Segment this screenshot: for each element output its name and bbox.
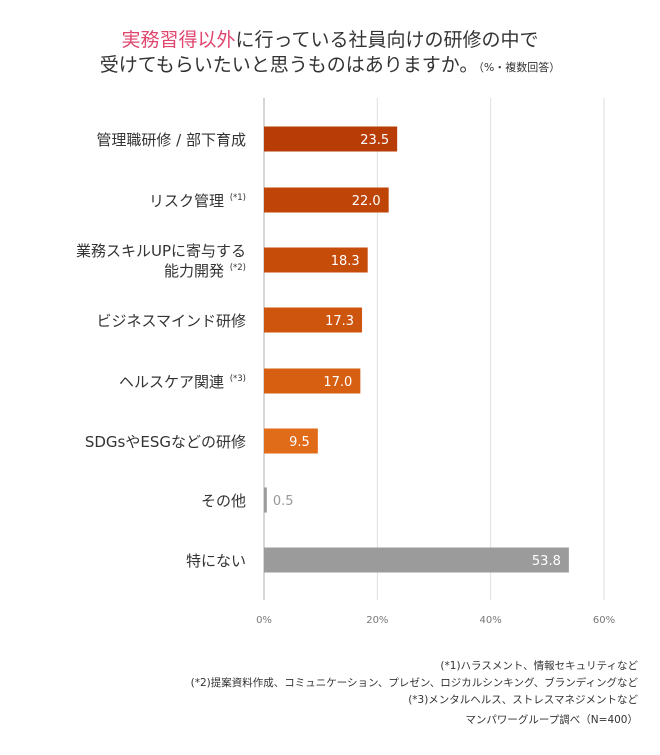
title-line1: に行っている社員向けの研修の中で <box>235 29 539 51</box>
footnotes: (*1)ハラスメント、情報セキュリティなど (*2)提案資料作成、コミュニケーシ… <box>191 658 638 709</box>
bar <box>264 428 318 454</box>
x-tick-label: 60% <box>593 615 615 626</box>
data-label: 22.0 <box>352 194 381 209</box>
bar <box>264 487 267 513</box>
x-tick-label: 40% <box>480 615 502 626</box>
bar <box>264 126 398 152</box>
title-line2: 受けてもらいたいと思うものはありますか。 <box>99 54 479 76</box>
x-tick-label: 20% <box>366 615 388 626</box>
category-label: 業務スキルUPに寄与する <box>76 242 246 260</box>
category-label: その他 <box>201 492 246 510</box>
data-label: 0.5 <box>273 494 294 509</box>
category-label: 特にない <box>186 552 246 570</box>
footnote-1: (*1)ハラスメント、情報セキュリティなど <box>440 660 638 672</box>
data-label: 17.0 <box>323 375 352 390</box>
category-label: 管理職研修 / 部下育成 <box>96 131 246 149</box>
bar-chart: 0% 20% 40% 60% 23.5 管理職研修 / 部下育成 22.0 リスク管理 (*1)… <box>76 98 615 626</box>
category-label: リスク管理 <box>149 192 224 210</box>
data-label: 9.5 <box>289 435 310 450</box>
title-highlight: 実務習得以外 <box>121 29 236 51</box>
category-footnote-mark: (*2) <box>230 263 246 273</box>
category-footnote-mark: (*1) <box>230 193 246 203</box>
bar <box>264 307 363 333</box>
footnote-2: (*2)提案資料作成、コミュニケーション、プレゼン、ロジカルシンキング、ブランデ… <box>190 677 638 689</box>
title-note: （%・複数回答） <box>478 61 561 74</box>
category-label: ヘルスケア関連 <box>119 373 224 391</box>
chart-title: 実務習得以外に行っている社員向けの研修の中で 受けてもらいたいと思うものはありま… <box>0 28 660 80</box>
bar <box>264 368 361 394</box>
footnote-3: (*3)メンタルヘルス、ストレスマネジメントなど <box>408 694 638 706</box>
bar <box>264 187 389 213</box>
source-note: マンパワーグループ調べ（N=400） <box>465 714 638 726</box>
category-label: SDGsやESGなどの研修 <box>85 433 246 451</box>
category-label: 能力開発 <box>164 262 224 280</box>
category-footnote-mark: (*3) <box>230 374 246 384</box>
bar <box>264 247 368 273</box>
data-label: 53.8 <box>532 554 561 569</box>
x-tick-label: 0% <box>256 615 272 626</box>
data-label: 23.5 <box>360 133 389 148</box>
data-label: 18.3 <box>331 254 360 269</box>
bar <box>264 547 569 573</box>
data-label: 17.3 <box>325 314 354 329</box>
category-label: ビジネスマインド研修 <box>96 312 246 330</box>
